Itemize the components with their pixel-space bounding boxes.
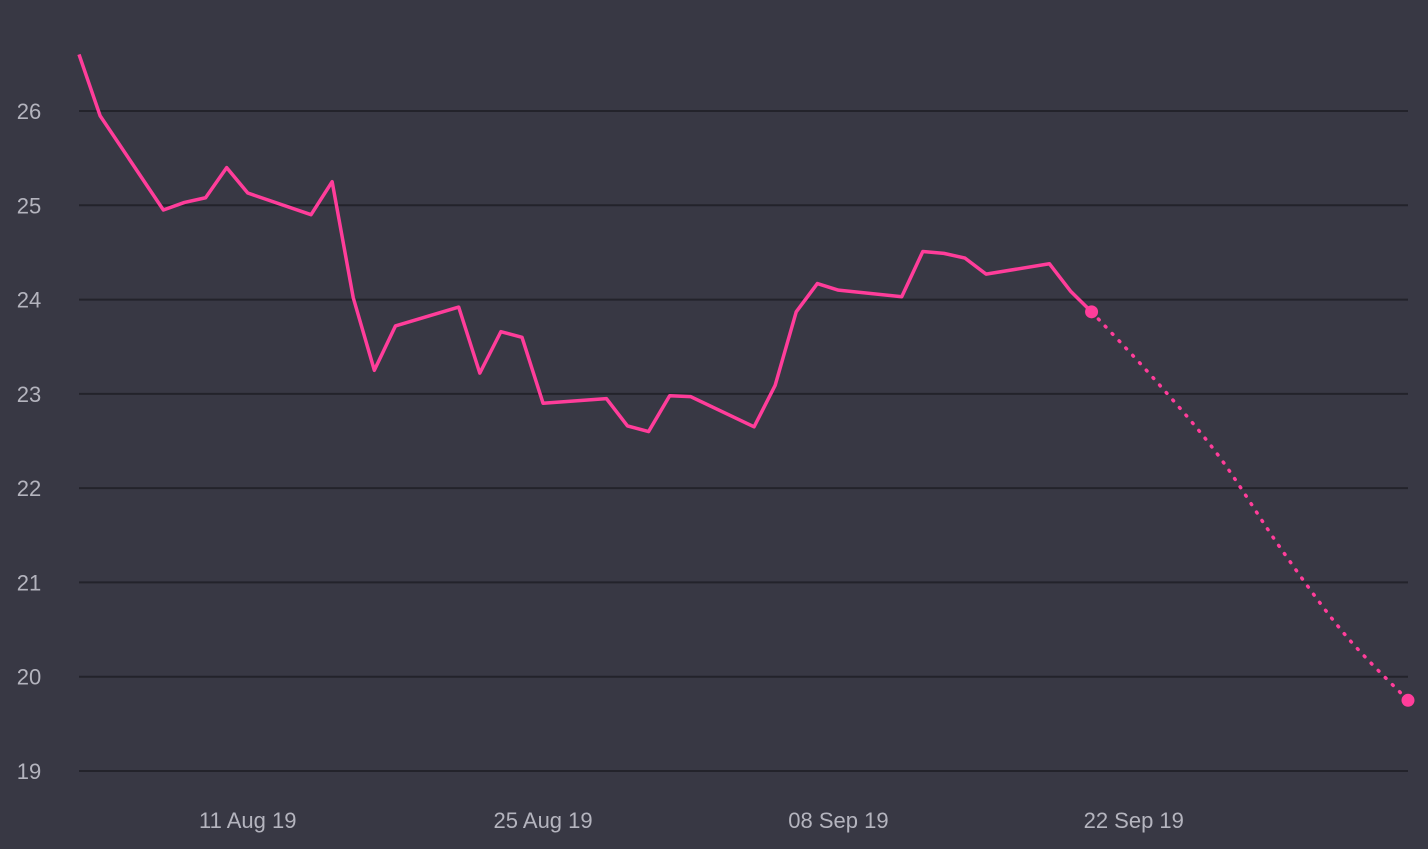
x-axis: 11 Aug 19 25 Aug 19 08 Sep 19 22 Sep 19 bbox=[199, 808, 1184, 833]
gridlines bbox=[79, 110, 1408, 772]
forecast-start-point bbox=[1085, 305, 1099, 319]
y-tick-label-25: 25 bbox=[17, 193, 41, 218]
forecast-end-point bbox=[1401, 693, 1415, 707]
x-tick-label-3: 22 Sep 19 bbox=[1084, 808, 1184, 833]
x-tick-label-0: 11 Aug 19 bbox=[199, 808, 296, 833]
y-tick-label-21: 21 bbox=[17, 570, 41, 595]
y-axis: 19 20 21 22 23 24 25 26 bbox=[17, 99, 41, 784]
y-tick-label-26: 26 bbox=[17, 99, 41, 124]
series-line-forecast bbox=[1089, 310, 1410, 703]
y-tick-label-19: 19 bbox=[17, 759, 41, 784]
y-tick-label-20: 20 bbox=[17, 665, 41, 690]
series-layer bbox=[77, 53, 1415, 707]
y-tick-label-22: 22 bbox=[17, 476, 41, 501]
series-line-actual bbox=[77, 53, 1093, 434]
y-tick-label-24: 24 bbox=[17, 288, 41, 313]
y-tick-label-23: 23 bbox=[17, 382, 41, 407]
x-tick-label-2: 08 Sep 19 bbox=[788, 808, 888, 833]
x-tick-label-1: 25 Aug 19 bbox=[494, 808, 593, 833]
